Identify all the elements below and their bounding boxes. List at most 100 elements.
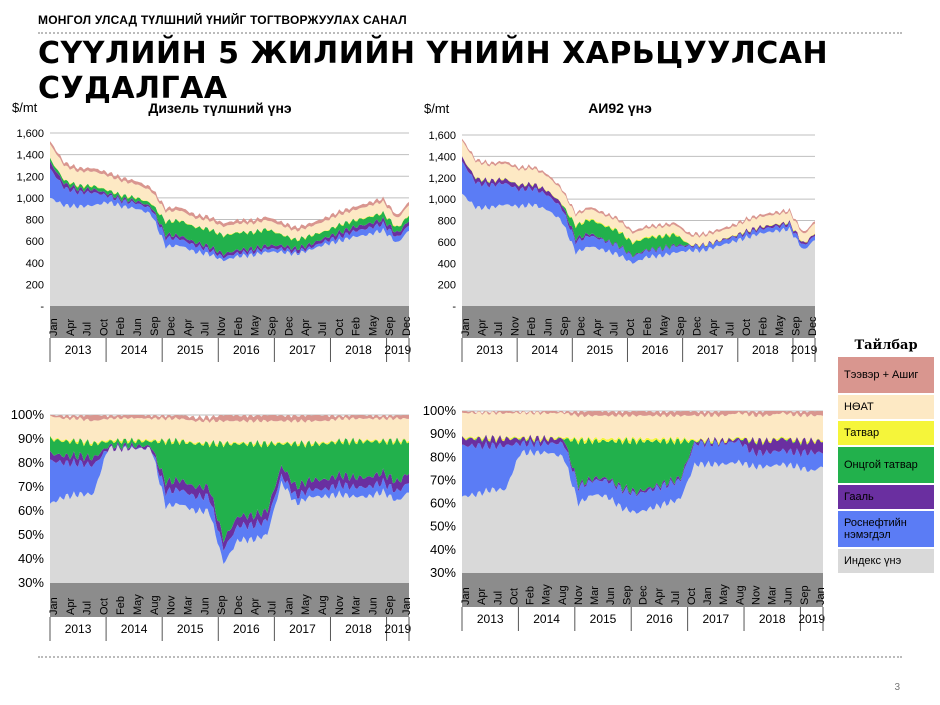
- x-tick-label: Feb: [525, 586, 537, 605]
- year-label: 2016: [642, 343, 669, 357]
- x-tick-label: Oct: [741, 319, 753, 336]
- chart-4: 30% 40% 50% 60% 70% 80% 90% 100% Jan Apr Jul Oct Feb…: [423, 403, 827, 631]
- x-tick-label: Feb: [115, 317, 127, 336]
- year-label: 2018: [759, 612, 786, 626]
- series-area-0: [50, 197, 409, 306]
- y-tick-label: -: [40, 301, 44, 313]
- top-divider: [38, 32, 902, 34]
- series-area-0: [462, 193, 815, 306]
- x-tick-label: Jul: [199, 322, 211, 336]
- y-tick-label: 600: [438, 237, 456, 249]
- x-tick-label: Mar: [589, 586, 601, 605]
- y-tick-label: 400: [438, 258, 456, 270]
- chart-title: АИ92 үнэ: [588, 100, 652, 116]
- year-label: 2013: [65, 343, 92, 357]
- year-label: 2014: [533, 612, 560, 626]
- x-tick-label: Jul: [493, 322, 505, 336]
- y-tick-label: 40%: [18, 551, 44, 566]
- x-tick-label: Dec: [283, 316, 295, 336]
- year-label: 2017: [289, 622, 316, 636]
- page-number: 3: [894, 682, 900, 693]
- x-tick-label: Apr: [65, 598, 77, 615]
- y-tick-label: 100%: [11, 407, 45, 422]
- year-label: 2016: [646, 612, 673, 626]
- y-tick-label: 90%: [430, 426, 456, 441]
- x-tick-label: Jul: [609, 322, 621, 336]
- y-tick-label: 1,600: [428, 130, 456, 142]
- x-tick-label: Jan: [460, 318, 472, 336]
- x-tick-label: Jul: [317, 322, 329, 336]
- legend-item-6: Индекс үнэ: [838, 549, 934, 573]
- y-tick-label: 1,200: [428, 173, 456, 185]
- x-tick-label: Jan: [48, 318, 60, 336]
- x-tick-label: Sep: [790, 316, 802, 336]
- x-tick-label: May: [541, 584, 553, 605]
- x-tick-label: May: [300, 594, 312, 615]
- x-tick-label: Dec: [638, 585, 650, 605]
- year-label: 2019: [384, 343, 411, 357]
- year-label: 2014: [121, 343, 148, 357]
- y-tick-label: 200: [26, 279, 44, 291]
- x-tick-label: May: [718, 584, 730, 605]
- x-tick-label: Sep: [267, 316, 279, 336]
- y-tick-label: 30%: [18, 575, 44, 590]
- year-label: 2014: [121, 622, 148, 636]
- year-label: 2019: [384, 622, 411, 636]
- legend-items: Тээвэр + Ашиг НӨАТ Татвар Онцгой татвар Гаал…: [838, 357, 934, 573]
- x-tick-label: Nov: [573, 585, 585, 605]
- x-tick-label: Jun: [199, 597, 211, 615]
- x-tick-label: Aug: [149, 595, 161, 615]
- x-tick-band: [462, 306, 815, 338]
- x-tick-label: Apr: [708, 319, 720, 336]
- x-tick-label: Feb: [351, 317, 363, 336]
- x-tick-label: Sep: [216, 595, 228, 615]
- year-label: 2015: [590, 612, 617, 626]
- y-tick-label: 1,000: [16, 193, 44, 205]
- x-tick-label: Sep: [675, 316, 687, 336]
- x-tick-label: Jun: [367, 597, 379, 615]
- x-tick-label: Jul: [492, 591, 504, 605]
- y-tick-label: 1,000: [428, 194, 456, 206]
- x-tick-label: Jan: [702, 587, 714, 605]
- y-tick-label: 600: [26, 236, 44, 248]
- y-tick-label: 60%: [18, 503, 44, 518]
- y-tick-label: 1,600: [16, 128, 44, 140]
- legend-item-3: Онцгой татвар: [838, 447, 934, 483]
- x-tick-label: Aug: [557, 585, 569, 605]
- x-tick-label: Mar: [351, 596, 363, 615]
- x-tick-label: Nov: [216, 316, 228, 336]
- x-tick-label: May: [774, 315, 786, 336]
- x-tick-label: Apr: [476, 588, 488, 605]
- x-tick-label: Sep: [384, 595, 396, 615]
- x-tick-band: [50, 583, 409, 617]
- x-tick-label: Sep: [621, 585, 633, 605]
- y-tick-label: 50%: [18, 527, 44, 542]
- series-area-5: [50, 144, 409, 241]
- y-tick-label: 70%: [430, 472, 456, 487]
- year-label: 2014: [531, 343, 558, 357]
- series-area-0: [50, 444, 409, 583]
- x-tick-label: Jun: [783, 587, 795, 605]
- x-tick-label: Jan: [401, 597, 413, 615]
- x-tick-label: Oct: [686, 588, 698, 605]
- y-axis-label: $/mt: [12, 100, 38, 115]
- x-tick-label: Jul: [267, 601, 279, 615]
- y-tick-label: 100%: [423, 403, 457, 418]
- x-tick-label: May: [132, 594, 144, 615]
- series-area-3: [50, 157, 409, 256]
- x-tick-label: Oct: [98, 319, 110, 336]
- x-tick-label: Aug: [734, 585, 746, 605]
- chart-2: - 200 400 600 800 1,000 1,200 1,400 1,600 Jan Apr J…: [424, 100, 819, 362]
- x-tick-label: Nov: [510, 316, 522, 336]
- year-label: 2017: [702, 612, 729, 626]
- series-area-5: [50, 415, 409, 446]
- x-tick-label: Dec: [691, 316, 703, 336]
- bottom-divider: [38, 656, 902, 658]
- x-tick-label: Oct: [625, 319, 637, 336]
- x-tick-label: Mar: [767, 586, 779, 605]
- x-tick-label: Jan: [283, 597, 295, 615]
- year-label: 2018: [345, 622, 372, 636]
- x-tick-label: Apr: [65, 319, 77, 336]
- x-tick-label: Dec: [166, 316, 178, 336]
